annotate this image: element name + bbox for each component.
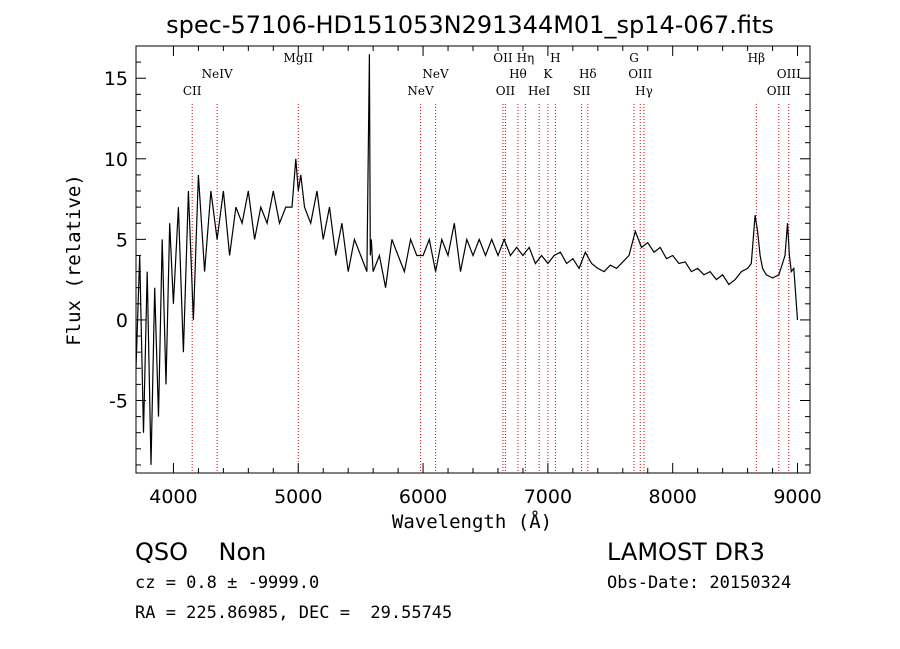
emission-line-label-0: CII (183, 84, 202, 98)
x-tick-label: 9000 (773, 486, 821, 508)
emission-line-label-7: Hθ (509, 67, 527, 81)
x-tick-label: 6000 (399, 486, 447, 508)
obs-date: Obs-Date: 20150324 (607, 573, 792, 593)
x-axis-label: Wavelength (Å) (392, 510, 552, 533)
emission-line-label-3: NeV (407, 84, 434, 98)
emission-line-label-8: Hη (517, 51, 535, 65)
y-axis-ticks: -5 0 5 10 15 (104, 45, 810, 466)
y-tick-label: 15 (104, 68, 128, 90)
emission-line-label-14: G (629, 51, 639, 65)
emission-line-label-10: K (543, 67, 553, 81)
y-tick-label: 0 (116, 310, 128, 332)
spectrum-line (135, 54, 799, 465)
emission-line-label-5: OII (493, 51, 513, 65)
spectrum-series (135, 54, 799, 465)
emission-line-label-16: Hγ (635, 84, 653, 98)
x-tick-label: 4000 (149, 486, 197, 508)
emission-line-label-19: OIII (777, 67, 801, 81)
plot-frame (135, 45, 811, 474)
x-tick-label: 8000 (649, 486, 697, 508)
emission-line-label-6: OII (496, 84, 516, 98)
y-tick-label: 5 (116, 229, 128, 251)
spectrum-chart: spec-57106-HD151053N291344M01_sp14-067.f… (63, 11, 822, 533)
chart-title: spec-57106-HD151053N291344M01_sp14-067.f… (166, 11, 774, 39)
y-axis-label: Flux (relative) (63, 174, 85, 346)
x-tick-label: 7000 (524, 486, 572, 508)
emission-line-label-1: NeIV (202, 67, 233, 81)
y-tick-label: 10 (104, 149, 128, 171)
emission-line-label-18: OIII (767, 84, 791, 98)
survey-name: LAMOST DR3 (607, 538, 765, 566)
x-axis-ticks: 4000 5000 6000 7000 8000 9000 (149, 46, 822, 508)
emission-line-label-2: MgII (284, 51, 314, 65)
emission-line-label-11: H (550, 51, 560, 65)
emission-line-label-13: Hδ (579, 67, 597, 81)
object-class: QSO Non (135, 538, 267, 566)
emission-line-label-9: HeI (528, 84, 551, 98)
y-tick-label: -5 (109, 390, 128, 412)
emission-line-label-4: NeV (422, 67, 449, 81)
cz-value: cz = 0.8 ± -9999.0 (135, 573, 320, 593)
x-tick-label: 5000 (274, 486, 322, 508)
coordinates: RA = 225.86985, DEC = 29.55745 (135, 603, 453, 623)
emission-line-label-17: Hβ (748, 51, 765, 65)
emission-line-label-15: OIII (628, 67, 652, 81)
emission-line-label-12: SII (573, 84, 591, 98)
